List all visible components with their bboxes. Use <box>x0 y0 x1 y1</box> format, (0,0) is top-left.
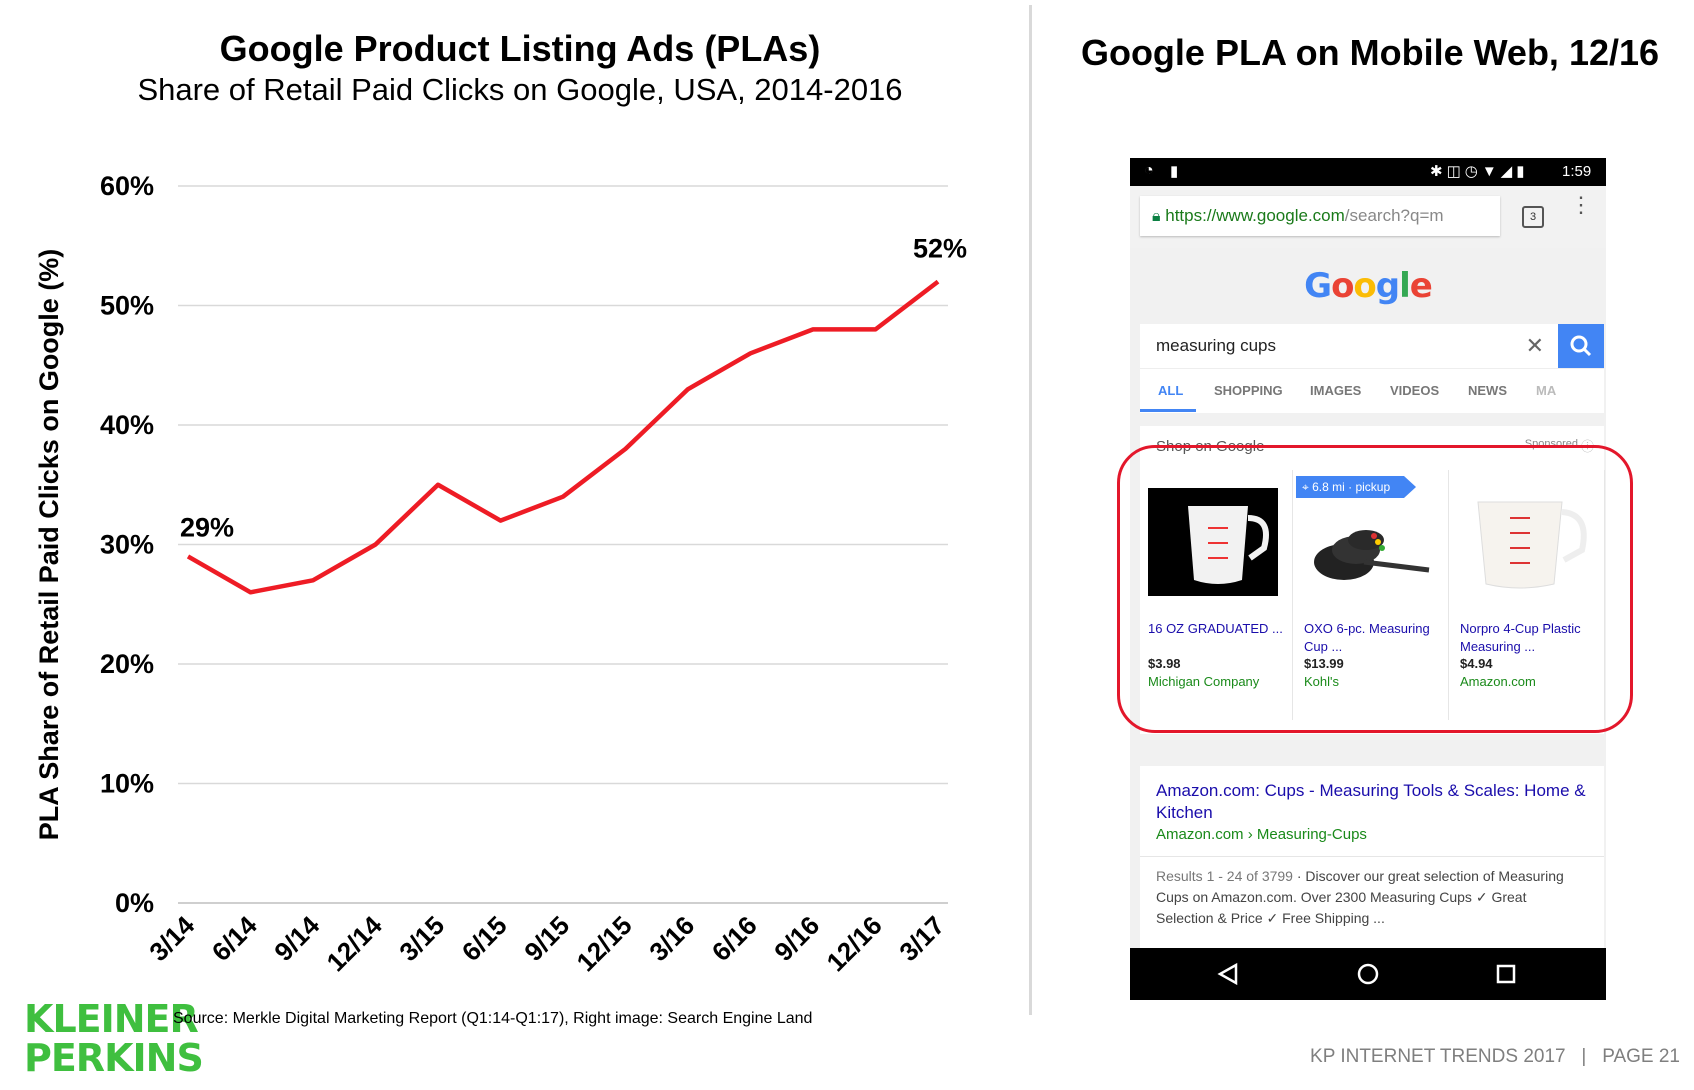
product-image <box>1304 502 1434 597</box>
url-host: https://www.google.com <box>1165 206 1345 225</box>
result-divider <box>1140 856 1604 857</box>
result-title-link[interactable]: Amazon.com: Cups - Measuring Tools & Sca… <box>1156 781 1586 822</box>
status-bar: ◔ ▮ ✱◫◷▼◢▮ 1:59 <box>1130 158 1606 186</box>
product-name: 16 OZ GRADUATED ... <box>1148 621 1283 636</box>
back-icon[interactable] <box>1216 962 1240 986</box>
url-path: /search?q=m <box>1344 206 1444 225</box>
organic-result-card: Amazon.com: Cups - Measuring Tools & Sca… <box>1140 766 1604 948</box>
kleiner-perkins-logo: KLEINER PERKINS <box>24 997 204 1080</box>
highlight-ring <box>1117 445 1633 733</box>
product-seller: Amazon.com <box>1460 674 1536 689</box>
page-footer: KP INTERNET TRENDS 2017 | PAGE 21 <box>1310 1046 1680 1067</box>
browser-toolbar: 🔒︎ https://www.google.com/search?q=m 3 ⋮ <box>1130 186 1606 249</box>
data-label: 52% <box>913 234 967 264</box>
y-tick-label: 40% <box>100 410 154 440</box>
tab-more[interactable]: MA <box>1536 383 1557 398</box>
result-breadcrumb: Amazon.com › Measuring-Cups <box>1156 826 1367 843</box>
sync-icon: ◔ <box>1144 162 1154 179</box>
x-tick-label: 3/14 <box>143 910 200 967</box>
x-tick-label: 6/14 <box>206 910 263 967</box>
search-input[interactable]: measuring cups ✕ <box>1140 324 1558 368</box>
x-tick-label: 6/15 <box>456 910 513 967</box>
x-tick-label: 3/17 <box>893 910 950 967</box>
x-tick-label: 12/15 <box>571 910 638 977</box>
google-logo: Google <box>1304 266 1433 306</box>
tab-switcher-button[interactable]: 3 <box>1522 206 1544 228</box>
product-name: OXO 6-pc. Measuring Cup ... <box>1304 621 1430 654</box>
clock: 1:59 <box>1562 163 1592 180</box>
x-tick-label: 3/15 <box>393 910 450 967</box>
x-tick-label: 9/16 <box>768 910 825 967</box>
clear-icon[interactable]: ✕ <box>1525 333 1544 358</box>
phone-screenshot: ◔ ▮ ✱◫◷▼◢▮ 1:59 🔒︎ https://www.google.co… <box>1130 158 1606 1000</box>
product-price: $13.99 <box>1304 656 1344 671</box>
y-tick-label: 60% <box>100 171 154 201</box>
y-tick-label: 0% <box>115 888 154 918</box>
right-panel-title: Google PLA on Mobile Web, 12/16 <box>1080 32 1660 73</box>
x-tick-label: 3/16 <box>643 910 700 967</box>
x-tick-label: 6/16 <box>706 910 763 967</box>
chart-title: Google Product Listing Ads (PLAs) <box>219 28 821 69</box>
pin-icon: ⌖ <box>1302 480 1309 494</box>
product-price: $3.98 <box>1148 656 1181 671</box>
home-icon[interactable] <box>1356 962 1380 986</box>
overflow-menu-icon[interactable]: ⋮ <box>1570 192 1592 217</box>
tab-news[interactable]: NEWS <box>1468 383 1507 398</box>
source-note: Source: Merkle Digital Marketing Report … <box>173 1010 813 1027</box>
search-query: measuring cups <box>1156 336 1277 355</box>
x-tick-label: 9/14 <box>268 910 325 967</box>
product-image <box>1460 488 1590 596</box>
y-tick-label: 10% <box>100 769 154 799</box>
product-name: Norpro 4-Cup Plastic Measuring ... <box>1460 621 1581 654</box>
product-card[interactable]: ⌖ 6.8 mi · pickup OXO 6-pc. Measuring Cu… <box>1296 470 1449 720</box>
product-card[interactable]: Norpro 4-Cup Plastic Measuring ... $4.94… <box>1452 470 1605 720</box>
android-nav-bar <box>1130 948 1606 1000</box>
product-seller: Michigan Company <box>1148 674 1260 689</box>
panel-divider <box>1029 5 1032 1015</box>
product-card[interactable]: 16 OZ GRADUATED ... $3.98 Michigan Compa… <box>1140 470 1293 720</box>
pickup-badge: ⌖ 6.8 mi · pickup <box>1296 476 1416 498</box>
x-tick-label: 12/16 <box>821 910 888 977</box>
result-count: Results 1 - 24 of 3799 <box>1156 868 1293 884</box>
product-price: $4.94 <box>1460 656 1493 671</box>
y-axis-label: PLA Share of Retail Paid Clicks on Googl… <box>34 249 64 841</box>
lock-icon: 🔒︎ <box>1152 208 1161 225</box>
shop-on-google-card: Shop on Google Sponsored ⓘ 16 OZ GRADUAT… <box>1140 426 1605 734</box>
chart-subtitle: Share of Retail Paid Clicks on Google, U… <box>137 72 903 107</box>
series-line <box>186 279 940 595</box>
google-results-page: Google measuring cups ✕ ALL SHOPPING IMA… <box>1130 248 1606 948</box>
search-button[interactable] <box>1558 324 1604 368</box>
recents-icon[interactable] <box>1494 962 1518 986</box>
x-tick-label: 12/14 <box>321 910 389 978</box>
y-tick-label: 50% <box>100 291 154 321</box>
tab-videos[interactable]: VIDEOS <box>1390 383 1440 398</box>
x-tick-label: 9/15 <box>518 910 575 967</box>
status-icons: ✱◫◷▼◢▮ <box>1430 163 1529 180</box>
search-icon <box>1570 335 1592 357</box>
tab-shopping[interactable]: SHOPPING <box>1214 383 1283 398</box>
pickup-text: 6.8 mi · pickup <box>1312 480 1391 494</box>
notification-icon: ▮ <box>1170 163 1179 180</box>
search-tabs: ALL SHOPPING IMAGES VIDEOS NEWS MA <box>1140 368 1604 413</box>
address-bar[interactable]: 🔒︎ https://www.google.com/search?q=m <box>1140 196 1500 236</box>
product-image <box>1148 488 1278 596</box>
data-label: 29% <box>180 512 234 542</box>
y-tick-label: 20% <box>100 649 154 679</box>
y-tick-label: 30% <box>100 530 154 560</box>
result-snippet-text: · Discover our great selection of Measur… <box>1156 868 1564 926</box>
active-tab-indicator <box>1140 409 1196 412</box>
result-snippet: Results 1 - 24 of 3799 · Discover our gr… <box>1156 866 1586 929</box>
product-seller: Kohl's <box>1304 674 1340 689</box>
tab-all[interactable]: ALL <box>1158 383 1184 398</box>
tab-images[interactable]: IMAGES <box>1310 383 1362 398</box>
logo-line-2: PERKINS <box>24 1036 204 1080</box>
logo-line-1: KLEINER <box>24 997 199 1041</box>
